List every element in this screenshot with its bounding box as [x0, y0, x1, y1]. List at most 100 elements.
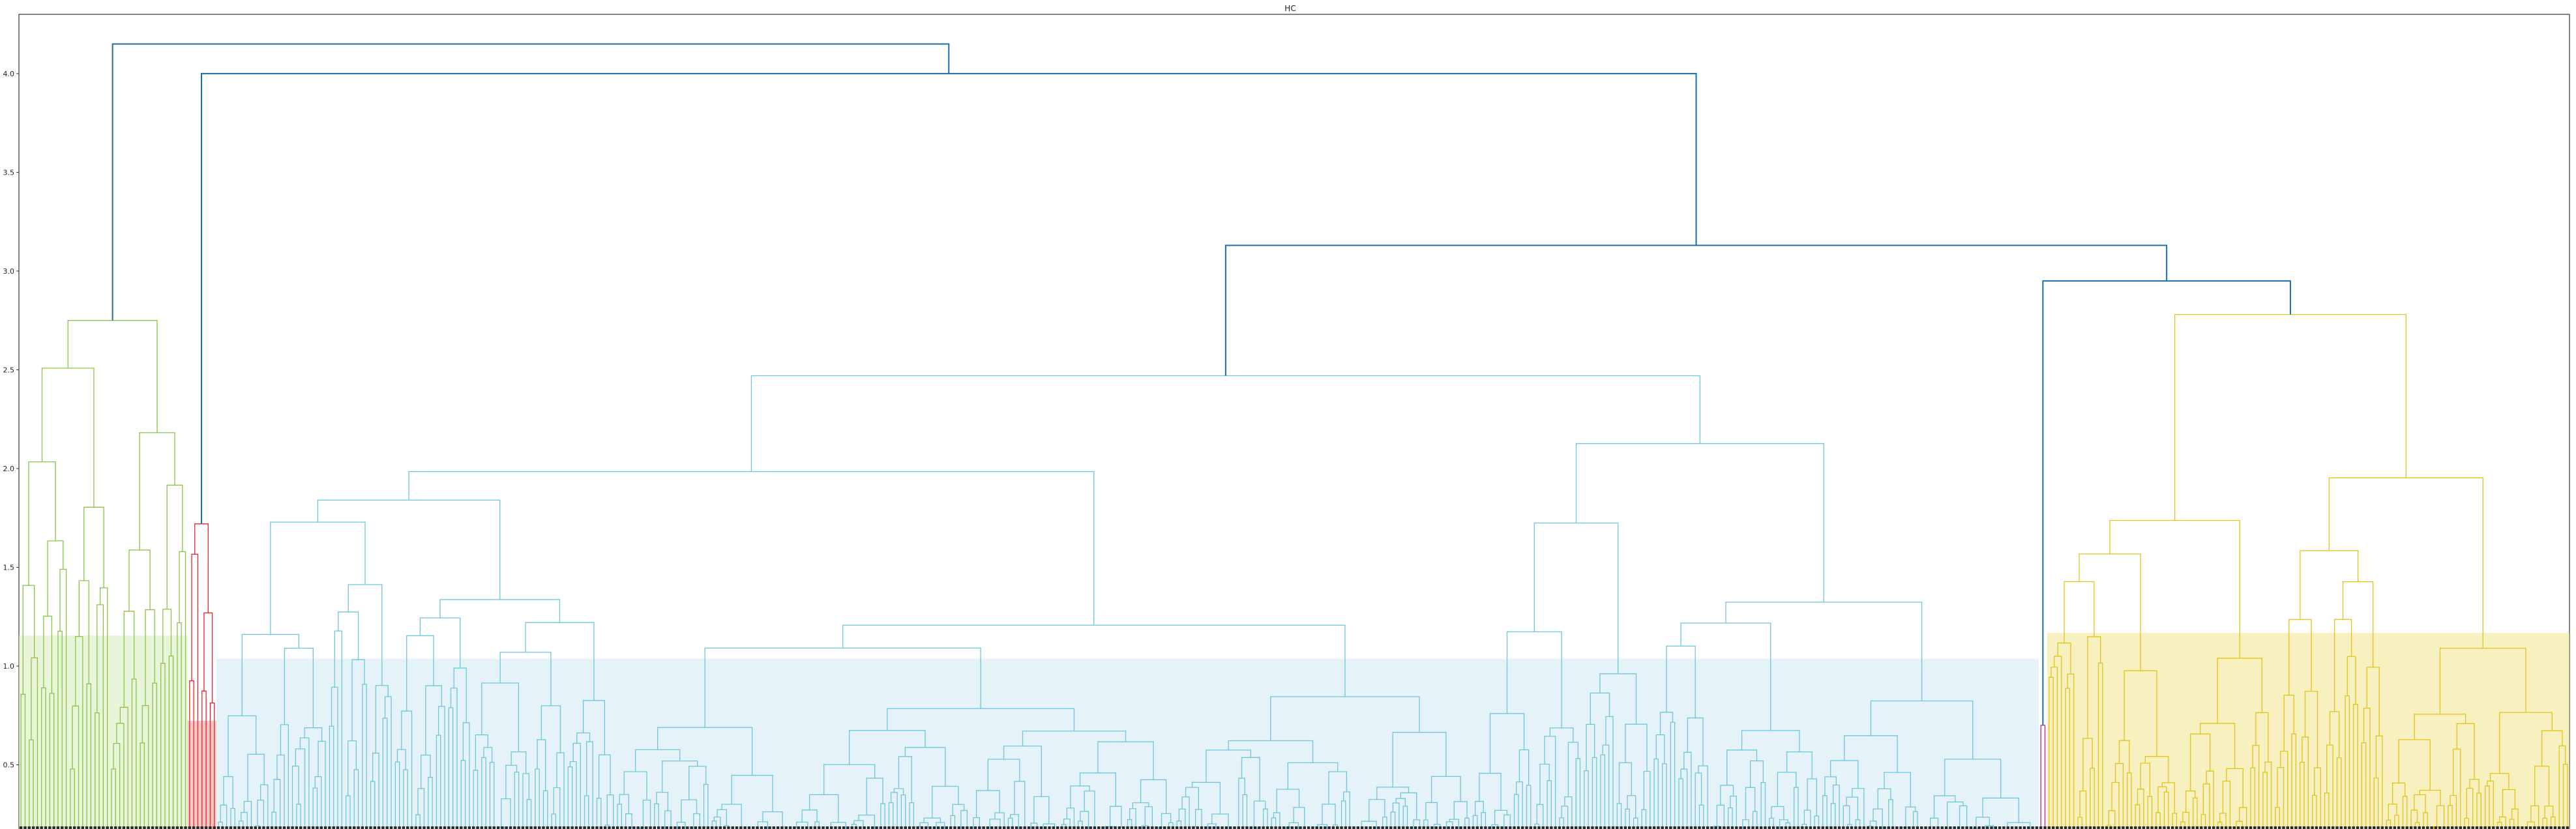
cluster-yellow-link	[2353, 704, 2358, 829]
cluster-light_blue-link	[460, 760, 466, 829]
cluster-light_blue-link	[1191, 781, 1221, 815]
cluster-yellow-link	[2550, 816, 2556, 829]
cluster-light_blue-link	[2007, 822, 2031, 829]
cluster-yellow-link	[2185, 791, 2196, 813]
cluster-light_blue-link	[1178, 808, 1186, 829]
cluster-light_blue-link	[1591, 757, 1597, 829]
upper-link	[200, 72, 1697, 524]
cluster-yellow-link	[2157, 786, 2167, 813]
cluster-light_blue-link	[384, 696, 392, 829]
cluster-light_blue-link	[1793, 787, 1799, 829]
cluster-yellow-link	[2469, 779, 2480, 794]
cluster-light_blue-link	[1211, 813, 1229, 829]
cluster-light_blue-link	[717, 809, 727, 826]
cluster-red-link	[189, 680, 194, 829]
cluster-light_blue-link	[1575, 758, 1581, 829]
cluster-light_blue-link	[642, 800, 651, 829]
cluster-light_blue-link	[1846, 796, 1859, 820]
cluster-light_blue-link	[1392, 732, 1447, 787]
cluster-yellow-link	[2300, 550, 2359, 620]
cluster-light_blue-link	[501, 798, 511, 829]
cluster-light_blue-link	[599, 754, 611, 798]
cluster-light_blue-link	[462, 722, 470, 829]
cluster-green-link	[116, 723, 125, 829]
cluster-light_blue-link	[1376, 787, 1410, 800]
cluster-light_blue-link	[1982, 797, 2019, 823]
cluster-light_blue-link	[664, 810, 672, 829]
cluster-light_blue-link	[417, 788, 425, 829]
cluster-light_blue-link	[904, 747, 946, 787]
cluster-yellow-link	[2398, 739, 2431, 791]
cluster-red-link	[194, 523, 209, 613]
cluster-light_blue-link	[1534, 823, 1540, 829]
cluster-yellow-link	[2456, 723, 2475, 779]
cluster-light_blue-link	[1263, 808, 1268, 829]
cluster-light_blue-link	[1003, 746, 1042, 797]
cluster-light_blue-link	[1449, 819, 1460, 829]
cluster-light_blue-link	[408, 471, 1095, 626]
cluster-light_blue-link	[1474, 800, 1484, 816]
cluster-yellow-link	[2489, 773, 2509, 790]
cluster-light_blue-link	[898, 756, 912, 803]
cluster-light_blue-link	[582, 700, 605, 755]
cluster-light_blue-link	[1271, 817, 1277, 829]
cluster-yellow-link	[2277, 767, 2285, 829]
cluster-light_blue-link	[975, 790, 1000, 818]
cluster-light_blue-link	[271, 811, 276, 829]
cluster-light_blue-link	[1518, 749, 1530, 785]
cluster-yellow-link	[2402, 796, 2408, 829]
cluster-light_blue-link	[1513, 794, 1519, 829]
cluster-light_blue-link	[635, 749, 681, 772]
cluster-yellow-link	[2182, 811, 2189, 829]
cluster-light_blue-link	[1749, 760, 1764, 788]
cluster-light_blue-link	[1666, 645, 1696, 718]
cluster-light_blue-link	[654, 803, 659, 829]
cluster-light_blue-link	[1491, 824, 1498, 829]
cluster-yellow-link	[2118, 740, 2130, 773]
cluster-light_blue-link	[230, 807, 235, 829]
cluster-light_blue-link	[1009, 814, 1019, 829]
cluster-light_blue-link	[1976, 817, 1990, 828]
cluster-green-link	[67, 320, 158, 433]
cluster-light_blue-link	[1516, 781, 1523, 829]
cluster-light_blue-link	[291, 765, 299, 829]
cluster-light_blue-link	[1720, 785, 1734, 806]
cluster-light_blue-link	[1643, 770, 1651, 829]
cluster-light_blue-link	[1852, 788, 1865, 829]
cluster-yellow-link	[2485, 785, 2490, 829]
cluster-light_blue-link	[1549, 727, 1574, 743]
cluster-yellow-link	[2280, 750, 2288, 829]
cluster-light_blue-link	[1181, 796, 1190, 829]
cluster-yellow-link	[2219, 813, 2227, 829]
cluster-light_blue-link	[312, 787, 318, 829]
cluster-yellow-link	[2410, 809, 2418, 829]
cluster-light_blue-link	[1575, 443, 1824, 602]
cluster-yellow-link	[2172, 813, 2178, 829]
cluster-yellow-link	[2239, 807, 2247, 829]
cluster-light_blue-link	[1769, 817, 1774, 829]
cluster-light_blue-link	[280, 724, 289, 829]
cluster-yellow-link	[2314, 767, 2321, 829]
cluster-yellow-link	[2453, 748, 2461, 829]
cluster-light_blue-link	[1947, 801, 1964, 829]
cluster-light_blue-link	[814, 821, 820, 829]
cluster-light_blue-link	[880, 803, 885, 829]
cluster-light_blue-link	[419, 617, 461, 669]
cluster-light_blue-link	[1678, 778, 1683, 829]
cluster-light_blue-link	[1771, 806, 1784, 820]
cluster-light_blue-link	[584, 795, 589, 829]
cluster-light_blue-link	[1728, 807, 1733, 829]
cluster-light_blue-link	[1080, 811, 1089, 829]
cluster-yellow-link	[2147, 796, 2153, 829]
cluster-yellow-link	[2392, 782, 2406, 804]
cluster-green-link	[162, 609, 172, 663]
cluster-light_blue-link	[1822, 795, 1828, 829]
cluster-light_blue-link	[348, 740, 357, 796]
cluster-light_blue-link	[1140, 779, 1167, 814]
cluster-light_blue-link	[676, 821, 686, 829]
cluster-green-link	[128, 549, 151, 611]
cluster-green-link	[168, 655, 174, 829]
cluster-light_blue-link	[1228, 740, 1314, 763]
cluster-yellow-link	[2361, 742, 2367, 829]
cluster-yellow-link	[2336, 757, 2342, 829]
